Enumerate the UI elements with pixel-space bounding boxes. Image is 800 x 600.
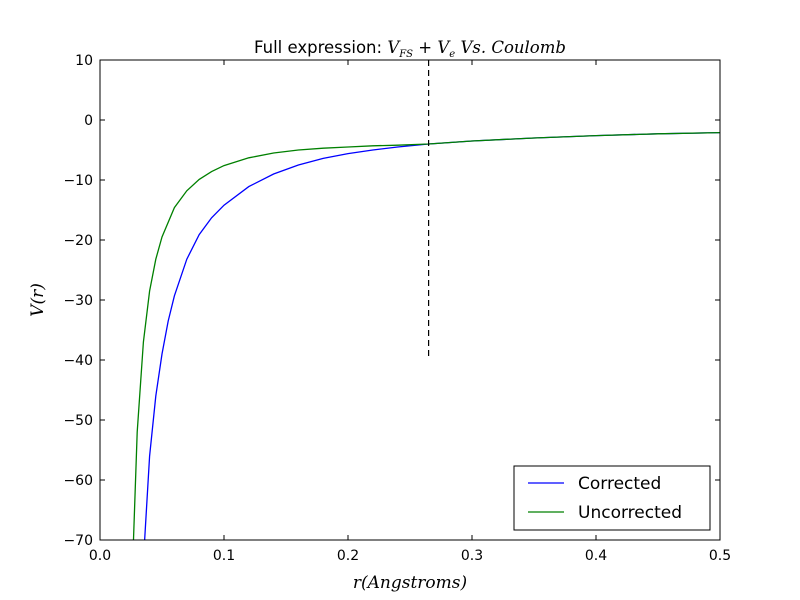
legend-label-corrected: Corrected [578,474,661,494]
legend-box [513,465,711,531]
title-v2: V [437,38,451,57]
y-tick-label: 0 [84,113,93,129]
legend: Corrected Uncorrected [513,465,711,531]
y-tick-label: −60 [63,473,93,489]
x-tick-label: 0.1 [213,548,235,564]
x-tick-label: 0.5 [709,548,731,564]
title-prefix: Full expression: [254,38,387,57]
y-axis-label: V(r) [28,283,48,317]
x-tick-label: 0.3 [461,548,483,564]
y-tick-label: −40 [63,353,93,369]
x-tick-label: 0.2 [337,548,359,564]
y-tick-label: −50 [63,413,93,429]
title-v: V [387,38,401,57]
title-e: e [449,49,455,60]
series-line-uncorrected [132,131,720,540]
title-plus: + [413,38,437,57]
x-tick-label: 0.0 [89,548,111,564]
y-tick-label: 10 [75,53,93,69]
ticks-layer: 0.0 0.1 0.2 0.3 0.4 0.5 10 0 −10 −20 −30 −40 −50 −60 −… [63,53,731,564]
y-tick-label: −20 [63,233,93,249]
legend-label-uncorrected: Uncorrected [578,503,682,523]
y-tick-label: −10 [63,173,93,189]
series-layer [132,131,720,540]
title-rest: Vs. Coulomb [455,38,566,57]
title-fs: FS [398,49,413,60]
x-axis-label: r(Angstroms) [353,573,467,593]
y-tick-label: −30 [63,293,93,309]
chart-title: Full expression: VFS + Ve Vs. Coulomb [254,38,566,60]
y-tick-label: −70 [63,533,93,549]
plot-frame [99,59,721,541]
x-tick-label: 0.4 [585,548,607,564]
